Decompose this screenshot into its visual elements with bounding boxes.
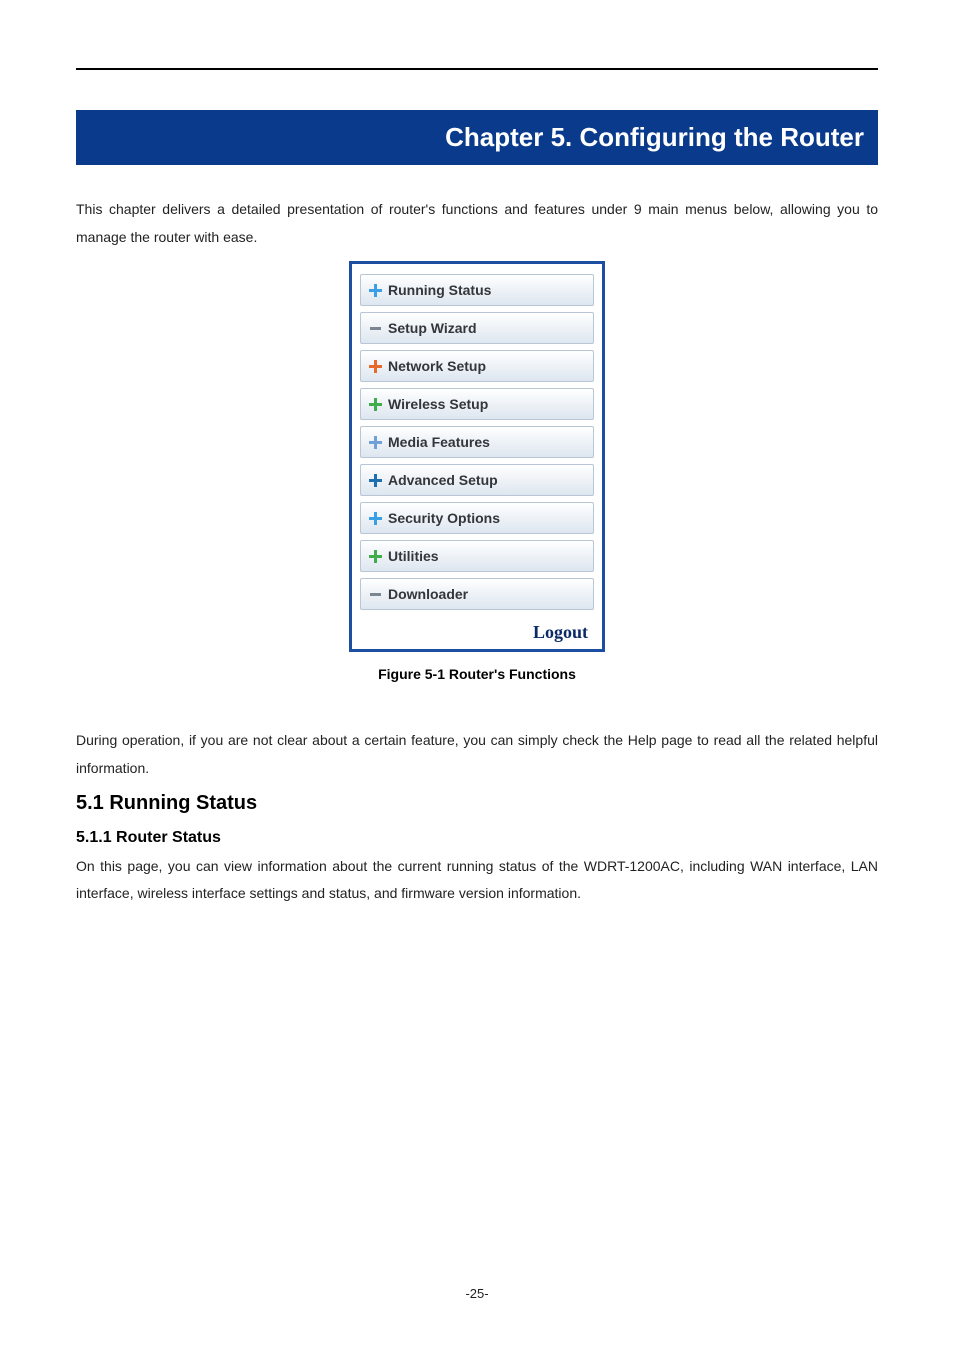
collapse-icon	[369, 322, 382, 335]
intro-paragraph: This chapter delivers a detailed present…	[76, 195, 878, 251]
menu-item[interactable]: Security Options	[360, 502, 594, 534]
menu-item[interactable]: Setup Wizard	[360, 312, 594, 344]
menu-item[interactable]: Network Setup	[360, 350, 594, 382]
expand-icon	[369, 398, 382, 411]
collapse-icon	[369, 588, 382, 601]
expand-icon	[369, 284, 382, 297]
menu-item-label: Advanced Setup	[388, 472, 498, 488]
menu-item-label: Wireless Setup	[388, 396, 488, 412]
section-5-1-heading: 5.1 Running Status	[76, 792, 878, 815]
router-menu-screenshot: Running Status Setup Wizard Network Setup W…	[349, 261, 605, 652]
menu-item[interactable]: Running Status	[360, 274, 594, 306]
expand-icon	[369, 550, 382, 563]
expand-icon	[369, 360, 382, 373]
expand-icon	[369, 512, 382, 525]
menu-item-label: Downloader	[388, 586, 468, 602]
figure-caption: Figure 5-1 Router's Functions	[76, 666, 878, 682]
menu-item-label: Media Features	[388, 434, 490, 450]
menu-item[interactable]: Advanced Setup	[360, 464, 594, 496]
page-number: -25-	[0, 1286, 954, 1331]
menu-item[interactable]: Media Features	[360, 426, 594, 458]
menu-item-label: Network Setup	[388, 358, 486, 374]
chapter-banner: Chapter 5. Configuring the Router	[76, 110, 878, 165]
menu-item-label: Setup Wizard	[388, 320, 477, 336]
expand-icon	[369, 436, 382, 449]
logout-row: Logout	[352, 616, 602, 647]
top-rule	[76, 68, 878, 70]
menu-item-label: Security Options	[388, 510, 500, 526]
help-paragraph: During operation, if you are not clear a…	[76, 726, 878, 782]
menu-item[interactable]: Utilities	[360, 540, 594, 572]
menu-item-label: Utilities	[388, 548, 439, 564]
menu-item-label: Running Status	[388, 282, 491, 298]
section-5-1-1-heading: 5.1.1 Router Status	[76, 829, 878, 847]
menu-item[interactable]: Wireless Setup	[360, 388, 594, 420]
expand-icon	[369, 474, 382, 487]
menu-item[interactable]: Downloader	[360, 578, 594, 610]
logout-link[interactable]: Logout	[533, 622, 588, 642]
section-5-1-1-body: On this page, you can view information a…	[76, 853, 878, 906]
